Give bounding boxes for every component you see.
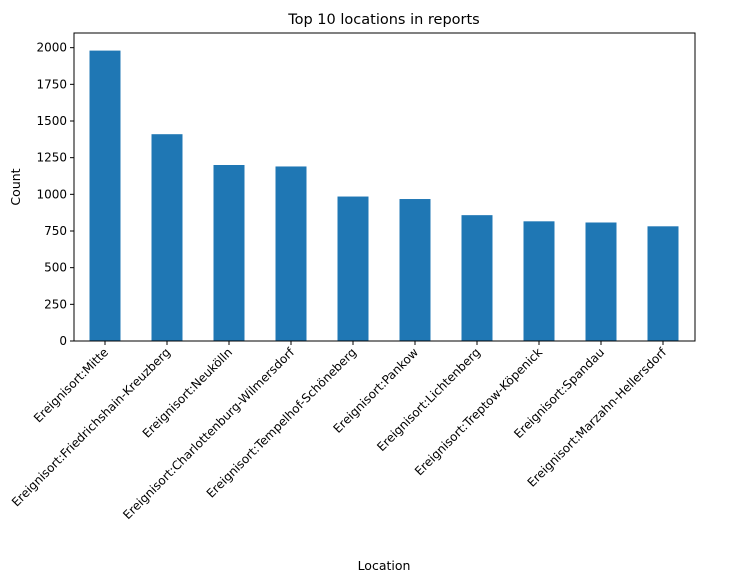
y-tick-label: 2000 xyxy=(36,41,67,55)
y-tick-label: 500 xyxy=(44,261,67,275)
y-tick-label: 1250 xyxy=(36,151,67,165)
y-axis: 0 250 500 750 1000 1250 1500 1750 2000 xyxy=(36,41,74,348)
y-tick-label: 0 xyxy=(59,334,67,348)
y-tick-label: 1750 xyxy=(36,77,67,91)
bar xyxy=(151,134,183,341)
bar xyxy=(89,50,121,341)
x-tick-label: Ereignisort:Marzahn-Hellersdorf xyxy=(525,345,670,490)
y-axis-label: Count xyxy=(8,168,23,205)
x-tick-label: Ereignisort:Lichtenberg xyxy=(374,345,483,454)
bar xyxy=(399,199,431,341)
bars-group xyxy=(89,50,679,341)
bar xyxy=(523,221,555,341)
y-tick-label: 1000 xyxy=(36,187,67,201)
x-tick-label: Ereignisort:Treptow-Köpenick xyxy=(412,345,545,478)
bar xyxy=(585,222,617,341)
bar xyxy=(275,166,307,341)
y-tick-label: 250 xyxy=(44,297,67,311)
x-axis: Ereignisort:MitteEreignisort:Friedrichsh… xyxy=(9,341,670,522)
bar xyxy=(213,165,245,341)
chart-title: Top 10 locations in reports xyxy=(287,12,480,28)
x-axis-label: Location xyxy=(358,558,411,573)
bar xyxy=(647,226,679,341)
y-tick-label: 750 xyxy=(44,224,67,238)
y-tick-label: 1500 xyxy=(36,114,67,128)
bar xyxy=(461,215,493,341)
plot-frame xyxy=(73,32,696,342)
bar xyxy=(337,196,369,341)
